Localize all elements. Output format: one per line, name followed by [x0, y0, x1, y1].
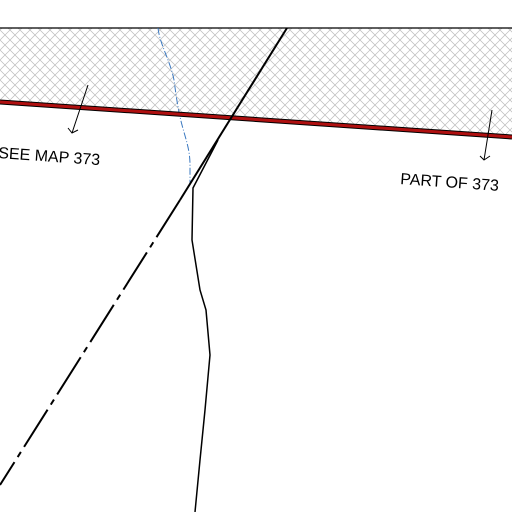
road-line-dashed: [0, 199, 181, 486]
stream: [157, 27, 191, 185]
map-label: SEE MAP 373: [0, 145, 101, 169]
road: [191, 139, 219, 512]
road-line: [179, 27, 288, 201]
leader-arrow: [479, 109, 493, 161]
map-label: PART OF 373: [400, 171, 500, 195]
county-line: [0, 100, 512, 139]
leader-arrow: [67, 84, 89, 134]
